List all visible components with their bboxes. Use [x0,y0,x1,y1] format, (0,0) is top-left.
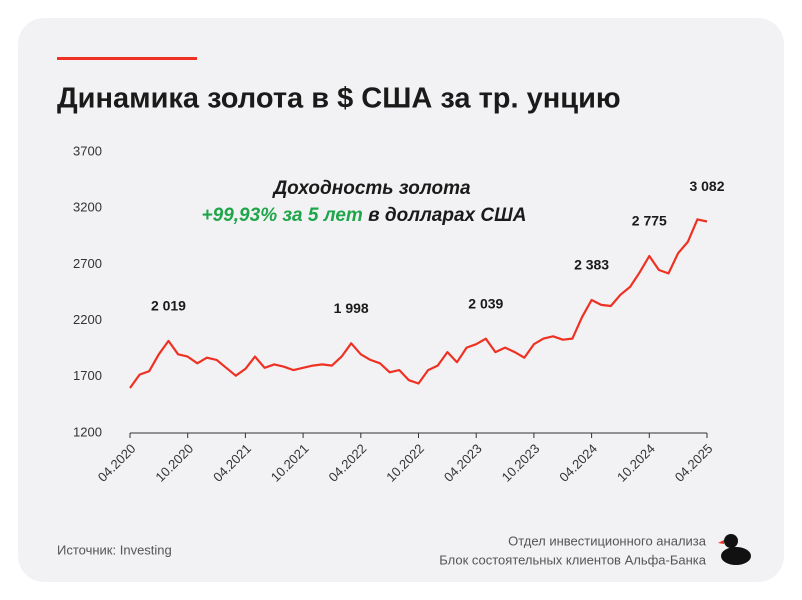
value-label: 1 998 [334,300,369,316]
highlight: +99,93% за 5 лет [202,205,363,226]
value-label: 2 775 [632,213,667,229]
value-label: 2 019 [151,298,186,314]
annotation: Доходность золота [271,178,471,199]
annotation: +99,93% за 5 лет в долларах США [202,205,527,226]
line [129,218,708,389]
card [18,18,784,582]
source: Источник: Investing [57,542,172,557]
y-tick-label: 2200 [73,312,102,327]
annotation-rest: в долларах США [368,205,526,226]
value-label: 3 082 [689,178,724,194]
logo [718,534,751,565]
chart-title: Динамика золота в $ США за тр. унцию [57,83,621,115]
author: Блок состоятельных клиентов Альфа-Банка [439,552,707,567]
y-tick-label: 2700 [73,256,102,271]
author: Отдел инвестиционного анализа [508,533,707,548]
y-tick-label: 3200 [73,200,102,215]
value-label: 2 383 [574,257,609,273]
value-label: 2 039 [468,295,503,311]
accent-bar [57,57,197,60]
y-tick-label: 1200 [73,424,102,439]
y-tick-label: 3700 [73,143,102,158]
y-tick-label: 1700 [73,368,102,383]
